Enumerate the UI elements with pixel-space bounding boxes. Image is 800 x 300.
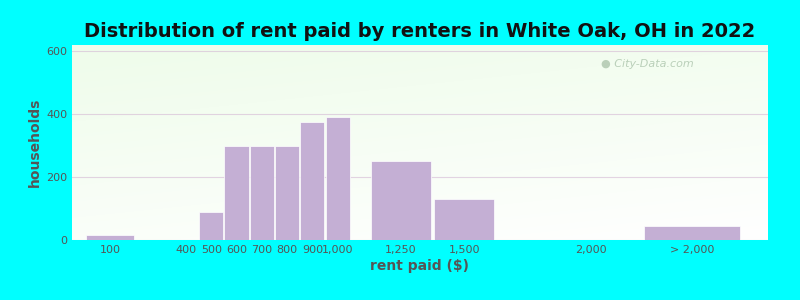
Bar (275, 146, 299, 240)
Bar (371, 161, 431, 240)
Bar (86, 235, 134, 240)
Bar (250, 146, 274, 240)
Title: Distribution of rent paid by renters in White Oak, OH in 2022: Distribution of rent paid by renters in … (84, 22, 756, 41)
Bar (199, 212, 223, 240)
Bar (301, 122, 325, 240)
Text: ● City-Data.com: ● City-Data.com (601, 58, 694, 69)
Bar (326, 117, 350, 240)
Bar (434, 199, 494, 240)
Bar (225, 146, 249, 240)
X-axis label: rent paid ($): rent paid ($) (370, 259, 470, 273)
Y-axis label: households: households (28, 98, 42, 187)
Bar (644, 226, 740, 240)
